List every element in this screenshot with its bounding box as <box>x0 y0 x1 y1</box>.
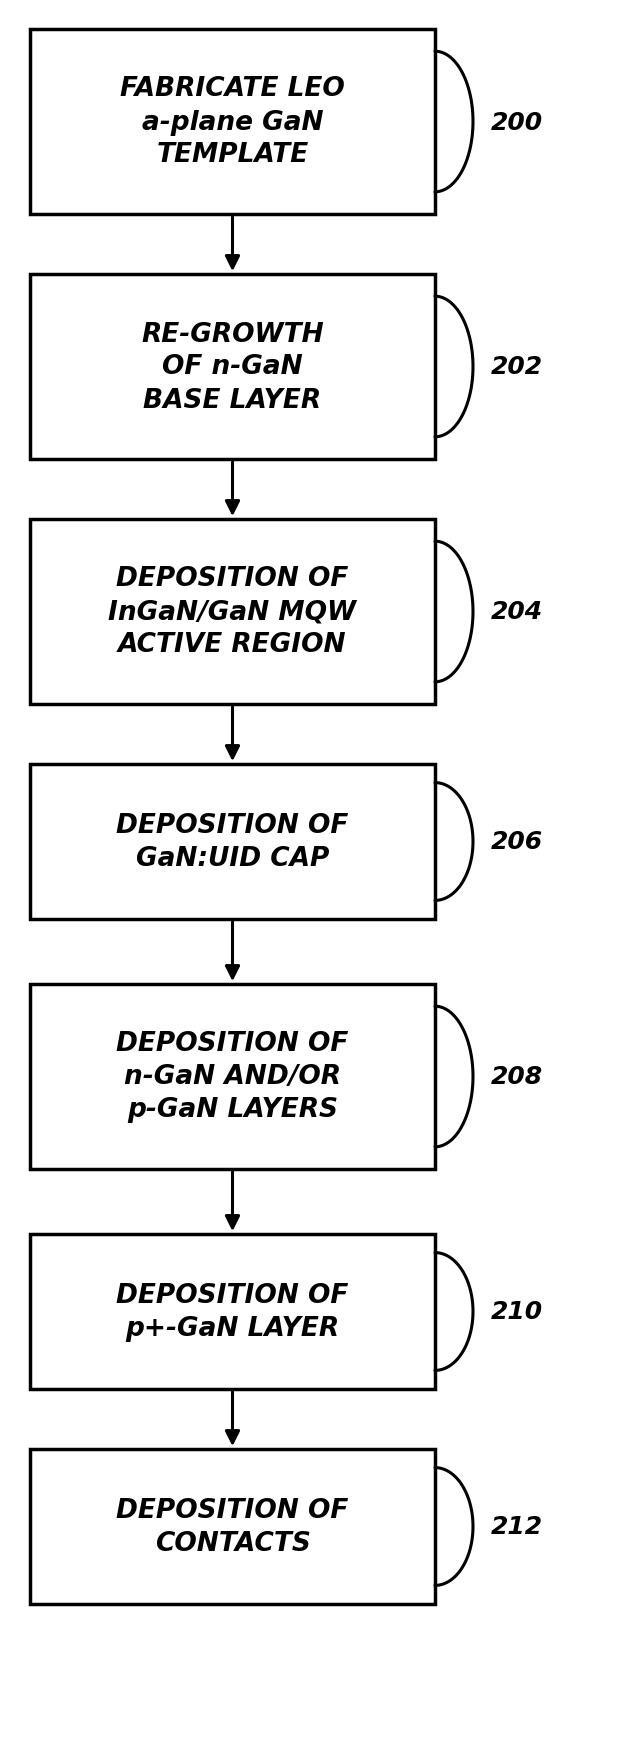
Text: 210: 210 <box>491 1300 543 1323</box>
Text: 208: 208 <box>491 1065 543 1089</box>
Text: 204: 204 <box>491 601 543 624</box>
Bar <box>30 274 435 460</box>
Text: DEPOSITION OF
InGaN/GaN MQW
ACTIVE REGION: DEPOSITION OF InGaN/GaN MQW ACTIVE REGIO… <box>109 566 357 659</box>
Bar <box>30 984 435 1170</box>
Bar <box>30 30 435 214</box>
Bar <box>30 764 435 919</box>
Bar <box>30 1235 435 1390</box>
Bar <box>30 1450 435 1604</box>
Text: DEPOSITION OF
CONTACTS: DEPOSITION OF CONTACTS <box>116 1497 349 1557</box>
Text: DEPOSITION OF
p+-GaN LAYER: DEPOSITION OF p+-GaN LAYER <box>116 1283 349 1341</box>
Text: 200: 200 <box>491 111 543 135</box>
Text: DEPOSITION OF
n-GaN AND/OR
p-GaN LAYERS: DEPOSITION OF n-GaN AND/OR p-GaN LAYERS <box>116 1031 349 1123</box>
Text: 212: 212 <box>491 1515 543 1539</box>
Bar <box>30 520 435 705</box>
Text: FABRICATE LEO
a-plane GaN
TEMPLATE: FABRICATE LEO a-plane GaN TEMPLATE <box>120 77 345 169</box>
Text: DEPOSITION OF
GaN:UID CAP: DEPOSITION OF GaN:UID CAP <box>116 812 349 871</box>
Text: 202: 202 <box>491 355 543 380</box>
Text: RE-GROWTH
OF n-GaN
BASE LAYER: RE-GROWTH OF n-GaN BASE LAYER <box>141 322 324 413</box>
Text: 206: 206 <box>491 829 543 854</box>
